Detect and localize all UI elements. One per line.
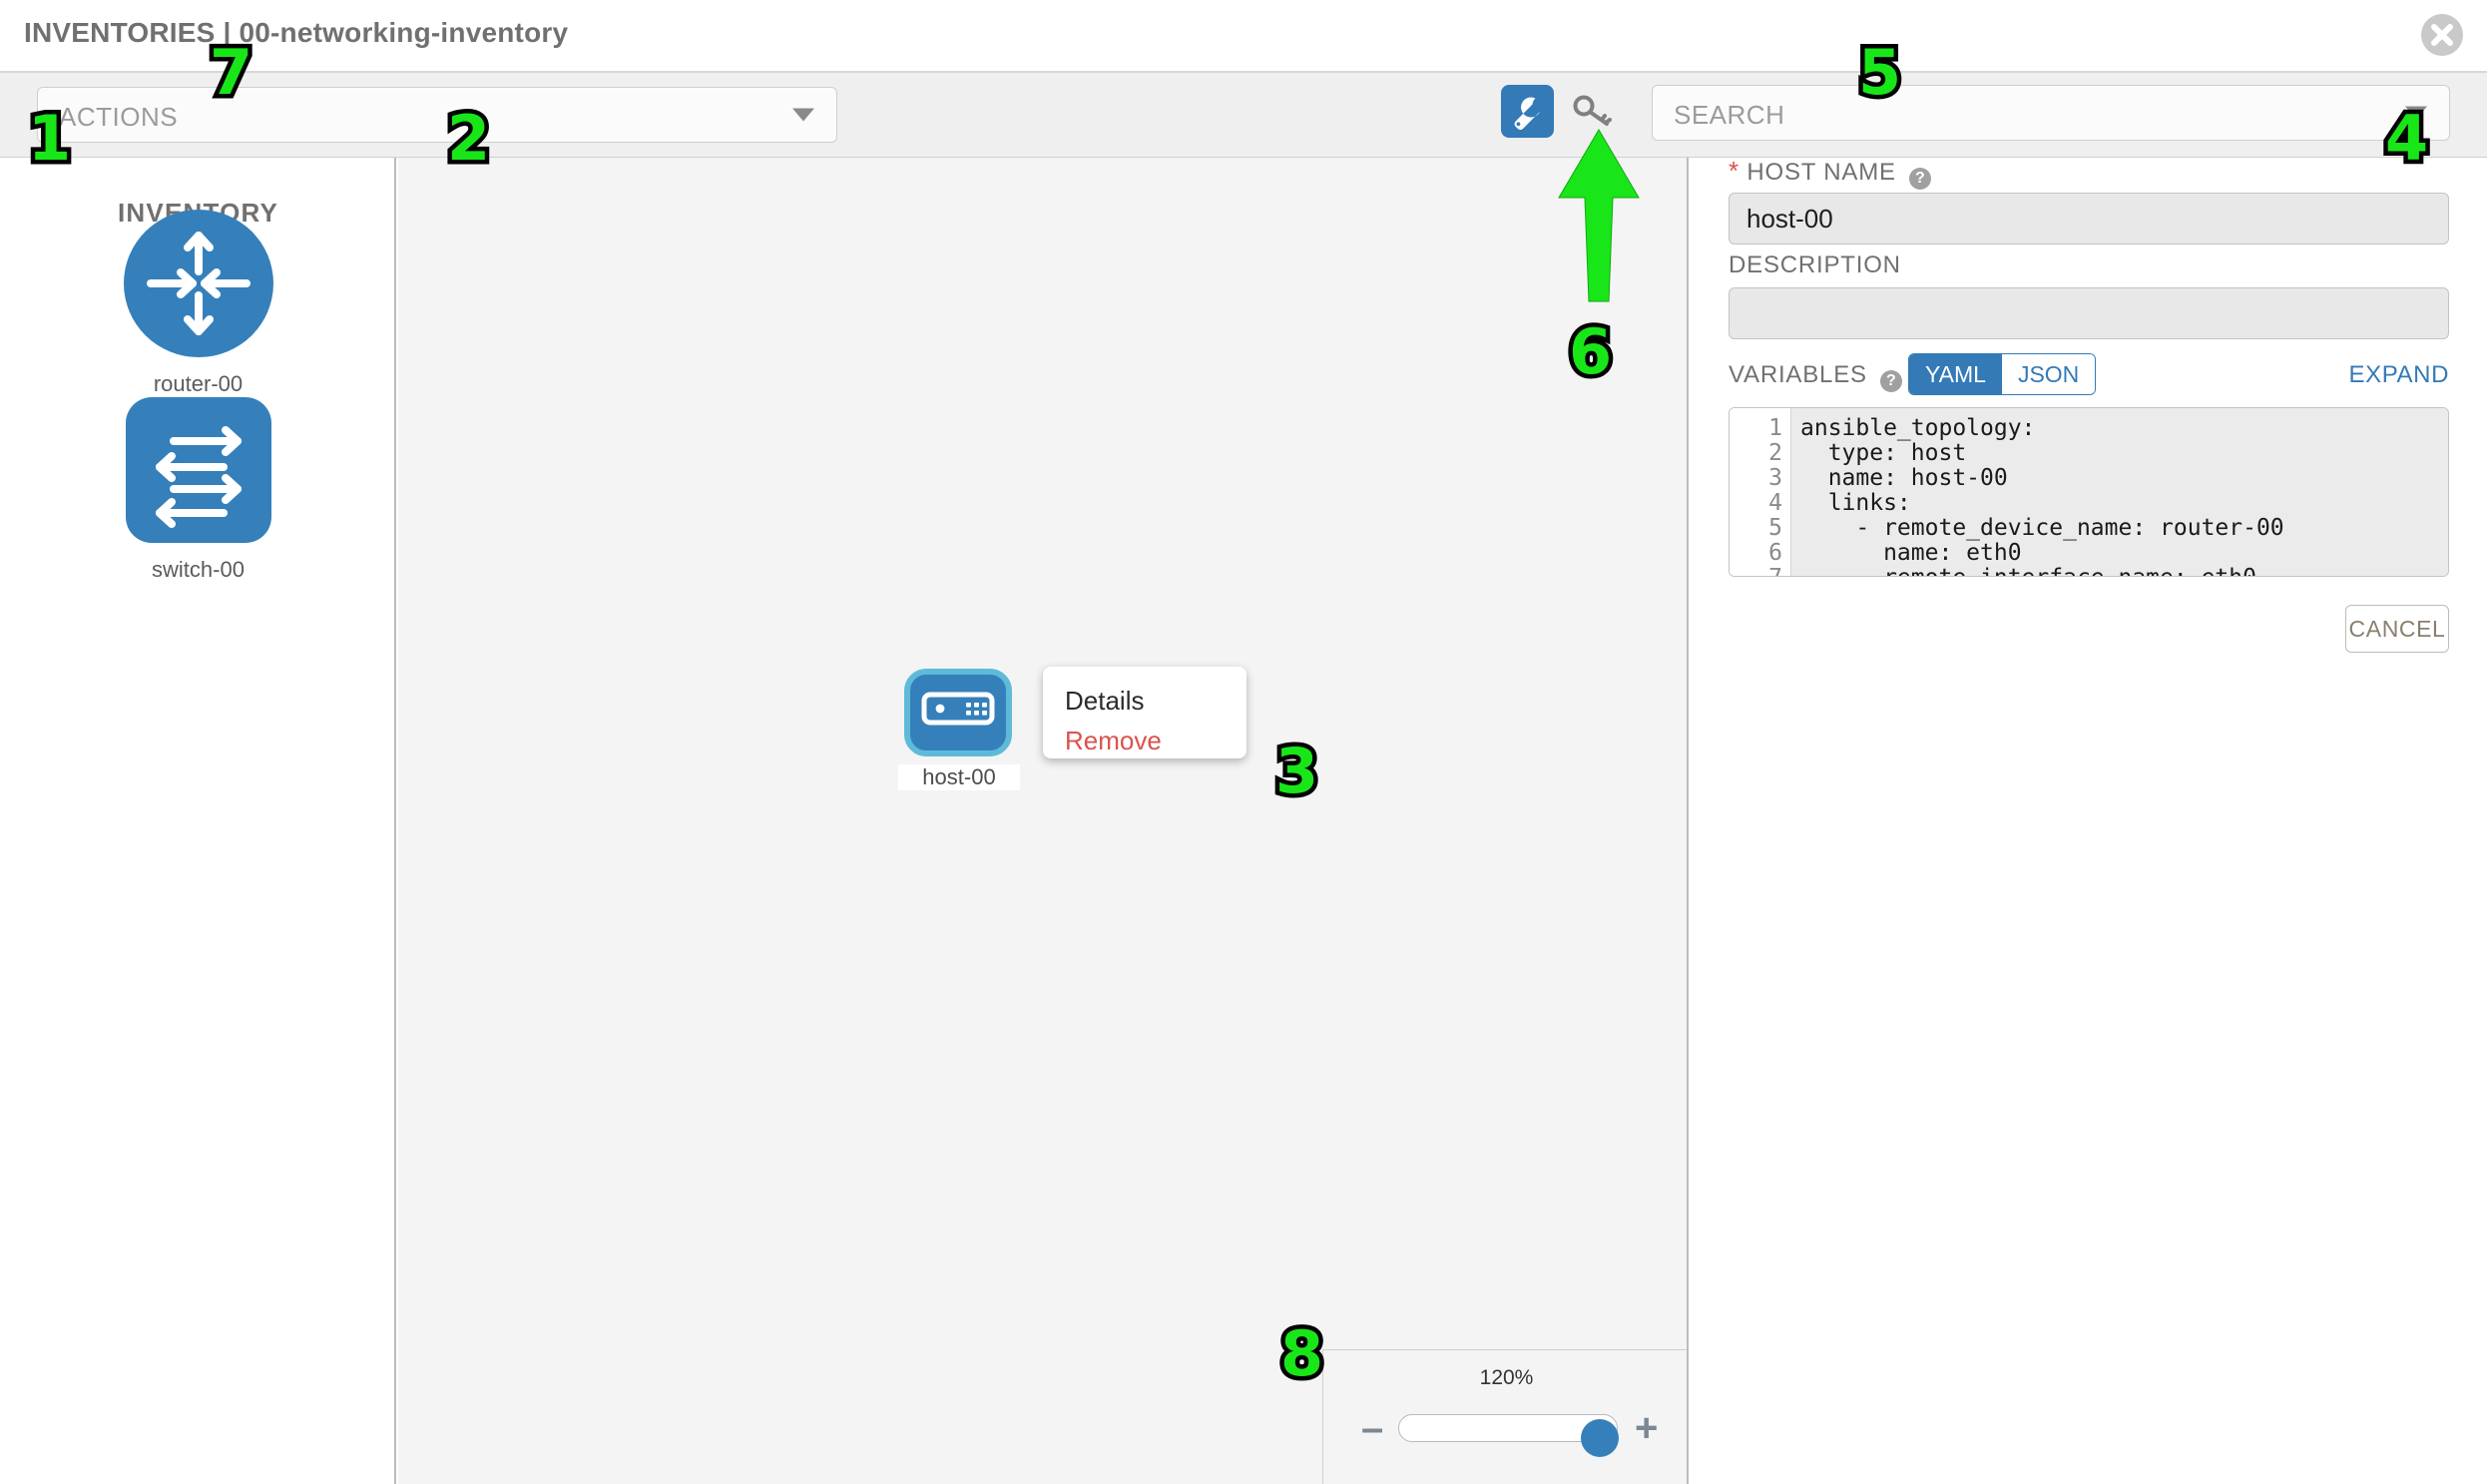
search-input[interactable]: SEARCH [1652,85,2450,141]
node-context-menu: Details Remove [1043,667,1246,758]
topology-canvas[interactable]: host-00 Details Remove 120% – + [398,158,1689,1484]
line-number: 3 [1768,465,1782,491]
zoom-slider-thumb[interactable] [1581,1419,1619,1457]
close-icon[interactable] [2421,14,2463,56]
cancel-button[interactable]: CANCEL [2345,605,2449,653]
line-number: 5 [1768,515,1782,541]
variables-row: VARIABLES ? YAML JSON EXPAND [1729,353,2449,395]
context-menu-item-details[interactable]: Details [1065,686,1145,716]
zoom-out-button[interactable]: – [1361,1406,1384,1450]
zoom-in-button[interactable]: + [1635,1406,1659,1450]
page-title: INVENTORIES | 00-networking-inventory [24,17,569,48]
line-number: 1 [1768,415,1782,441]
zoom-control: 120% – + [1322,1349,1687,1484]
inventory-item-router[interactable]: router-00 [0,210,396,397]
context-menu-item-remove[interactable]: Remove [1065,726,1162,755]
editor-gutter: 1 2 3 4 5 6 7 [1730,408,1791,576]
window-header: INVENTORIES | 00-networking-inventory [0,0,2487,73]
required-asterisk: * [1729,156,1740,186]
key-icon[interactable] [1569,90,1613,134]
actions-dropdown-label: ACTIONS [59,102,179,132]
zoom-percent-label: 120% [1479,1366,1534,1389]
code-line: - remote_device_name: router-00 [1800,515,2284,541]
actions-dropdown[interactable]: ACTIONS [37,87,837,143]
zoom-slider[interactable] [1398,1414,1619,1457]
inventory-item-label: switch-00 [152,557,245,582]
inventory-panel: INVENTORY router-00 [0,158,396,1484]
editor-content[interactable]: ansible_topology: type: host name: host-… [1791,408,2448,576]
help-icon[interactable]: ? [1909,168,1932,190]
code-line: name: eth0 [1800,540,2022,566]
inventory-item-label: router-00 [153,371,244,396]
router-icon [123,210,273,357]
code-line: links: [1800,490,1911,516]
tab-json[interactable]: JSON [2001,354,2096,394]
host-name-field[interactable] [1729,193,2449,245]
canvas-node-label: host-00 [898,764,1020,790]
line-number: 2 [1768,440,1782,466]
expand-link[interactable]: EXPAND [2348,361,2449,388]
tab-yaml[interactable]: YAML [1909,354,2002,394]
chevron-down-icon [792,108,814,122]
variables-format-toggle: YAML JSON [1908,353,2097,395]
variables-label-text: VARIABLES [1729,361,1867,388]
server-icon[interactable] [904,669,1012,756]
variables-label: VARIABLES ? [1729,361,1903,392]
line-number: 7 [1730,566,1790,577]
code-line: type: host [1800,440,1967,466]
search-placeholder: SEARCH [1674,100,1785,130]
code-line: remote_interface_name: eth0 [1800,566,2448,577]
switch-icon [125,397,271,543]
help-icon[interactable]: ? [1880,370,1903,392]
host-name-label-text: HOST NAME [1746,159,1896,186]
wrench-icon[interactable] [1501,85,1554,138]
inventory-item-switch[interactable]: switch-00 [0,397,396,583]
host-name-label: * HOST NAME ? [1729,156,1932,190]
line-number: 6 [1768,540,1782,566]
line-number: 4 [1768,490,1782,516]
description-label: DESCRIPTION [1729,251,1901,278]
chevron-down-icon[interactable] [2405,106,2427,120]
code-line: ansible_topology: [1800,415,2036,441]
code-line: name: host-00 [1800,465,2008,491]
description-field[interactable] [1729,287,2449,339]
details-panel: DETAILS * HOST NAME ? DESCRIPTION VARIAB… [1691,156,2487,1484]
variables-code-editor[interactable]: 1 2 3 4 5 6 7 ansible_topology: type: ho… [1729,407,2449,577]
